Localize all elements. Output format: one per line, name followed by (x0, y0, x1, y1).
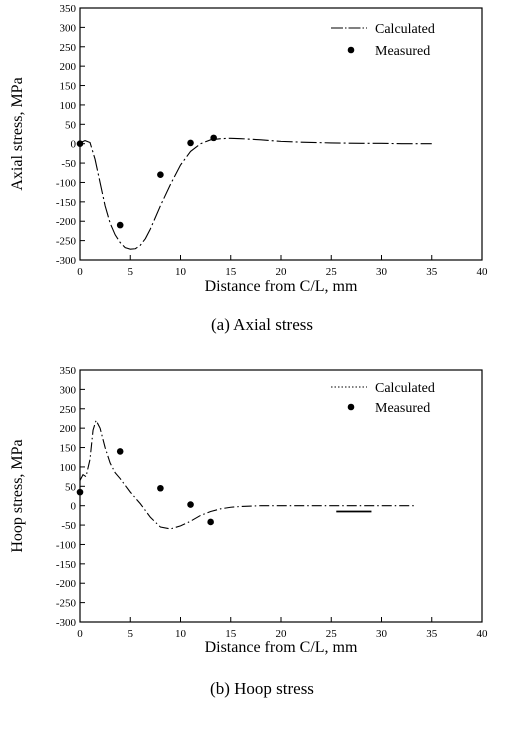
y-tick-label: -150 (56, 197, 77, 209)
chart-caption: (a) Axial stress (211, 315, 313, 334)
x-tick-label: 30 (376, 628, 388, 640)
y-tick-label: -150 (56, 559, 77, 571)
legend-measured-swatch (347, 403, 355, 411)
x-tick-label: 0 (77, 266, 83, 278)
y-tick-label: -50 (61, 520, 76, 532)
y-tick-label: 200 (60, 61, 77, 73)
measured-point (157, 484, 164, 492)
x-tick-label: 40 (477, 628, 489, 640)
y-tick-label: 0 (71, 501, 77, 513)
x-tick-label: 10 (175, 628, 187, 640)
y-axis-title: Hoop stress, MPa (9, 439, 26, 552)
x-tick-label: 35 (426, 266, 438, 278)
y-tick-label: 250 (60, 404, 77, 416)
measured-point (76, 140, 84, 147)
y-tick-label: -200 (56, 578, 77, 590)
x-tick-label: 10 (175, 266, 187, 278)
measured-point (210, 134, 217, 142)
y-tick-label: -100 (56, 539, 77, 551)
measured-point (187, 139, 194, 147)
x-axis-title: Distance from C/L, mm (205, 639, 358, 656)
x-tick-label: 0 (77, 628, 83, 640)
y-tick-label: -300 (56, 255, 77, 267)
y-tick-label: 350 (60, 3, 77, 15)
legend-measured-swatch (347, 46, 355, 54)
measured-point (187, 501, 194, 508)
x-tick-label: 40 (477, 266, 489, 278)
chart-hoop: 350300250200150100500-50-100-150-200-250… (9, 365, 488, 698)
measured-point (116, 448, 124, 455)
legend: Calculated Measured (331, 22, 435, 59)
x-tick-label: 25 (326, 628, 338, 640)
measured-point (157, 171, 164, 179)
y-tick-label: 300 (60, 384, 77, 396)
x-axis-title: Distance from C/L, mm (205, 278, 358, 295)
y-tick-label: 150 (60, 443, 77, 455)
y-tick-label: -100 (56, 177, 77, 189)
y-tick-label: 250 (60, 42, 77, 54)
y-tick-label: 100 (60, 100, 77, 112)
x-tick-label: 20 (276, 266, 288, 278)
measured-point (116, 221, 124, 229)
calculated-series-line (79, 418, 417, 530)
legend-calculated-label: Calculated (375, 381, 435, 396)
chart-axial: 350300250200150100500-50-100-150-200-250… (9, 3, 488, 334)
y-tick-label: 350 (60, 365, 77, 377)
calculated-series-line (79, 137, 432, 250)
y-tick-label: 300 (60, 22, 77, 34)
y-tick-label: -200 (56, 216, 77, 228)
x-tick-label: 25 (326, 266, 338, 278)
measured-point (207, 518, 214, 526)
x-tick-label: 5 (128, 628, 134, 640)
x-tick-label: 5 (128, 266, 134, 278)
y-axis-title: Axial stress, MPa (9, 77, 26, 190)
x-tick-label: 15 (225, 266, 237, 278)
y-tick-label: 0 (71, 139, 77, 151)
x-tick-label: 30 (376, 266, 388, 278)
x-tick-label: 15 (225, 628, 237, 640)
y-tick-label: 200 (60, 423, 77, 435)
y-tick-label: 50 (65, 481, 77, 493)
legend: Calculated Measured (331, 381, 435, 416)
legend-measured-label: Measured (375, 401, 430, 416)
legend-measured-label: Measured (375, 44, 430, 59)
y-tick-label: -300 (56, 617, 77, 629)
x-tick-label: 20 (276, 628, 288, 640)
measured-point (76, 488, 84, 496)
x-tick-label: 35 (426, 628, 438, 640)
y-tick-label: -50 (61, 158, 76, 170)
y-tick-label: -250 (56, 236, 77, 248)
y-tick-label: 100 (60, 462, 77, 474)
chart-caption: (b) Hoop stress (210, 679, 314, 698)
y-tick-label: 150 (60, 81, 77, 93)
legend-calculated-label: Calculated (375, 22, 435, 37)
y-tick-label: -250 (56, 598, 77, 610)
y-tick-label: 50 (65, 119, 77, 131)
